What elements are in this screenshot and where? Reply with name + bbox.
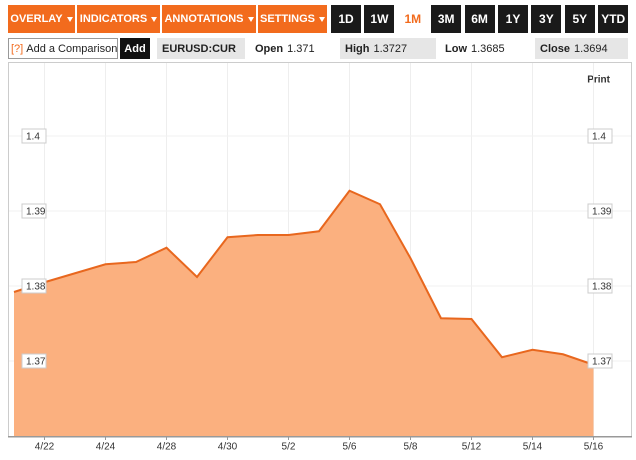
quote-value: 1.371 bbox=[287, 42, 315, 55]
y-tick-box bbox=[21, 128, 47, 144]
dropdown-arrow bbox=[247, 16, 254, 22]
range-button[interactable]: 1Y bbox=[498, 5, 528, 33]
y-tick-label: 1.38 bbox=[592, 282, 612, 293]
comparison-placeholder: Add a Comparison bbox=[26, 42, 118, 55]
menu-label: SETTINGS bbox=[259, 13, 315, 25]
x-tick-label: 5/8 bbox=[404, 442, 418, 453]
y-tick-box bbox=[587, 278, 613, 294]
range-button[interactable]: 1W bbox=[364, 5, 395, 33]
range-button[interactable]: YTD bbox=[598, 5, 629, 33]
comparison-input[interactable]: [?] Add a Comparison bbox=[8, 38, 118, 59]
y-tick-box bbox=[587, 353, 613, 369]
y-tick-box bbox=[21, 203, 47, 219]
dropdown-arrow bbox=[66, 16, 73, 22]
x-tick-label: 4/24 bbox=[96, 442, 116, 453]
range-button[interactable]: 1D bbox=[331, 5, 361, 33]
quote-field: Open 1.371 bbox=[250, 38, 336, 59]
range-button[interactable]: 5Y bbox=[564, 5, 595, 33]
quote-field: Close 1.3694 bbox=[535, 38, 628, 59]
range-button[interactable]: 3Y bbox=[531, 5, 562, 33]
help-icon: [?] bbox=[11, 42, 24, 55]
y-tick-box bbox=[21, 353, 47, 369]
y-tick-box bbox=[587, 203, 613, 219]
menu-button[interactable]: INDICATORS bbox=[77, 5, 160, 33]
y-tick-box bbox=[21, 278, 47, 294]
quote-label: Open bbox=[255, 42, 284, 55]
x-tick-label: 5/16 bbox=[584, 442, 604, 453]
x-tick-label: 4/30 bbox=[218, 442, 238, 453]
y-tick-label: 1.37 bbox=[26, 357, 46, 368]
x-tick-label: 4/22 bbox=[35, 442, 55, 453]
menu-button[interactable]: OVERLAY bbox=[8, 5, 75, 33]
menu-button[interactable]: SETTINGS bbox=[258, 5, 327, 33]
y-tick-label: 1.4 bbox=[26, 132, 40, 143]
quote-label: Close bbox=[540, 42, 570, 55]
menu-button[interactable]: ANNOTATIONS bbox=[162, 5, 256, 33]
quote-value: 1.3685 bbox=[471, 42, 505, 55]
dropdown-arrow bbox=[151, 16, 158, 22]
price-line bbox=[13, 189, 594, 366]
quote-label: High bbox=[345, 42, 370, 55]
menu-label: INDICATORS bbox=[79, 13, 148, 25]
range-button[interactable]: 1M bbox=[397, 5, 428, 33]
add-button[interactable]: Add bbox=[120, 38, 150, 59]
x-tick-label: 5/6 bbox=[343, 442, 357, 453]
print-link[interactable]: Print bbox=[587, 75, 610, 86]
x-tick-label: 5/14 bbox=[523, 442, 543, 453]
y-tick-label: 1.37 bbox=[592, 357, 612, 368]
dropdown-arrow bbox=[319, 16, 325, 22]
quote-value: 1.3727 bbox=[373, 42, 408, 55]
menu-label: OVERLAY bbox=[10, 13, 63, 25]
quote-field: High 1.3727 bbox=[340, 38, 436, 59]
y-tick-label: 1.39 bbox=[592, 207, 612, 218]
y-tick-label: 1.4 bbox=[592, 132, 606, 143]
y-tick-label: 1.38 bbox=[26, 282, 46, 293]
y-tick-box bbox=[587, 128, 613, 144]
quote-value: 1.3694 bbox=[573, 42, 608, 55]
x-tick-label: 5/12 bbox=[462, 442, 482, 453]
x-tick-label: 4/28 bbox=[157, 442, 177, 453]
symbol: EURUSD:CUR bbox=[157, 38, 245, 59]
quote-label: Low bbox=[445, 42, 467, 55]
range-button[interactable]: 3M bbox=[431, 5, 462, 33]
quote-field: Low 1.3685 bbox=[440, 38, 531, 59]
y-tick-label: 1.39 bbox=[26, 207, 46, 218]
range-button[interactable]: 6M bbox=[464, 5, 495, 33]
x-tick-label: 5/2 bbox=[282, 442, 296, 453]
menu-label: ANNOTATIONS bbox=[164, 13, 244, 25]
